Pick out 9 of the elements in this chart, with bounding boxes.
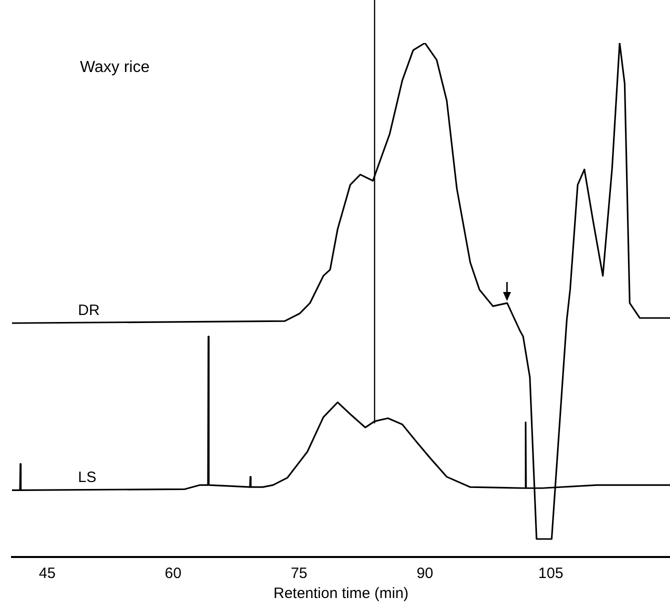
series-label: DR xyxy=(78,302,100,320)
text: Waxy rice xyxy=(80,59,150,76)
x-tick-label: 105 xyxy=(538,565,564,582)
x-axis-title: Retention time (min) xyxy=(273,585,409,602)
x-tick-label: 90 xyxy=(416,565,434,582)
x-tick-label: 45 xyxy=(38,565,56,582)
x-tick-label: 60 xyxy=(164,565,182,582)
series-label: LS xyxy=(78,469,96,486)
x-tick-label: 75 xyxy=(290,565,308,582)
